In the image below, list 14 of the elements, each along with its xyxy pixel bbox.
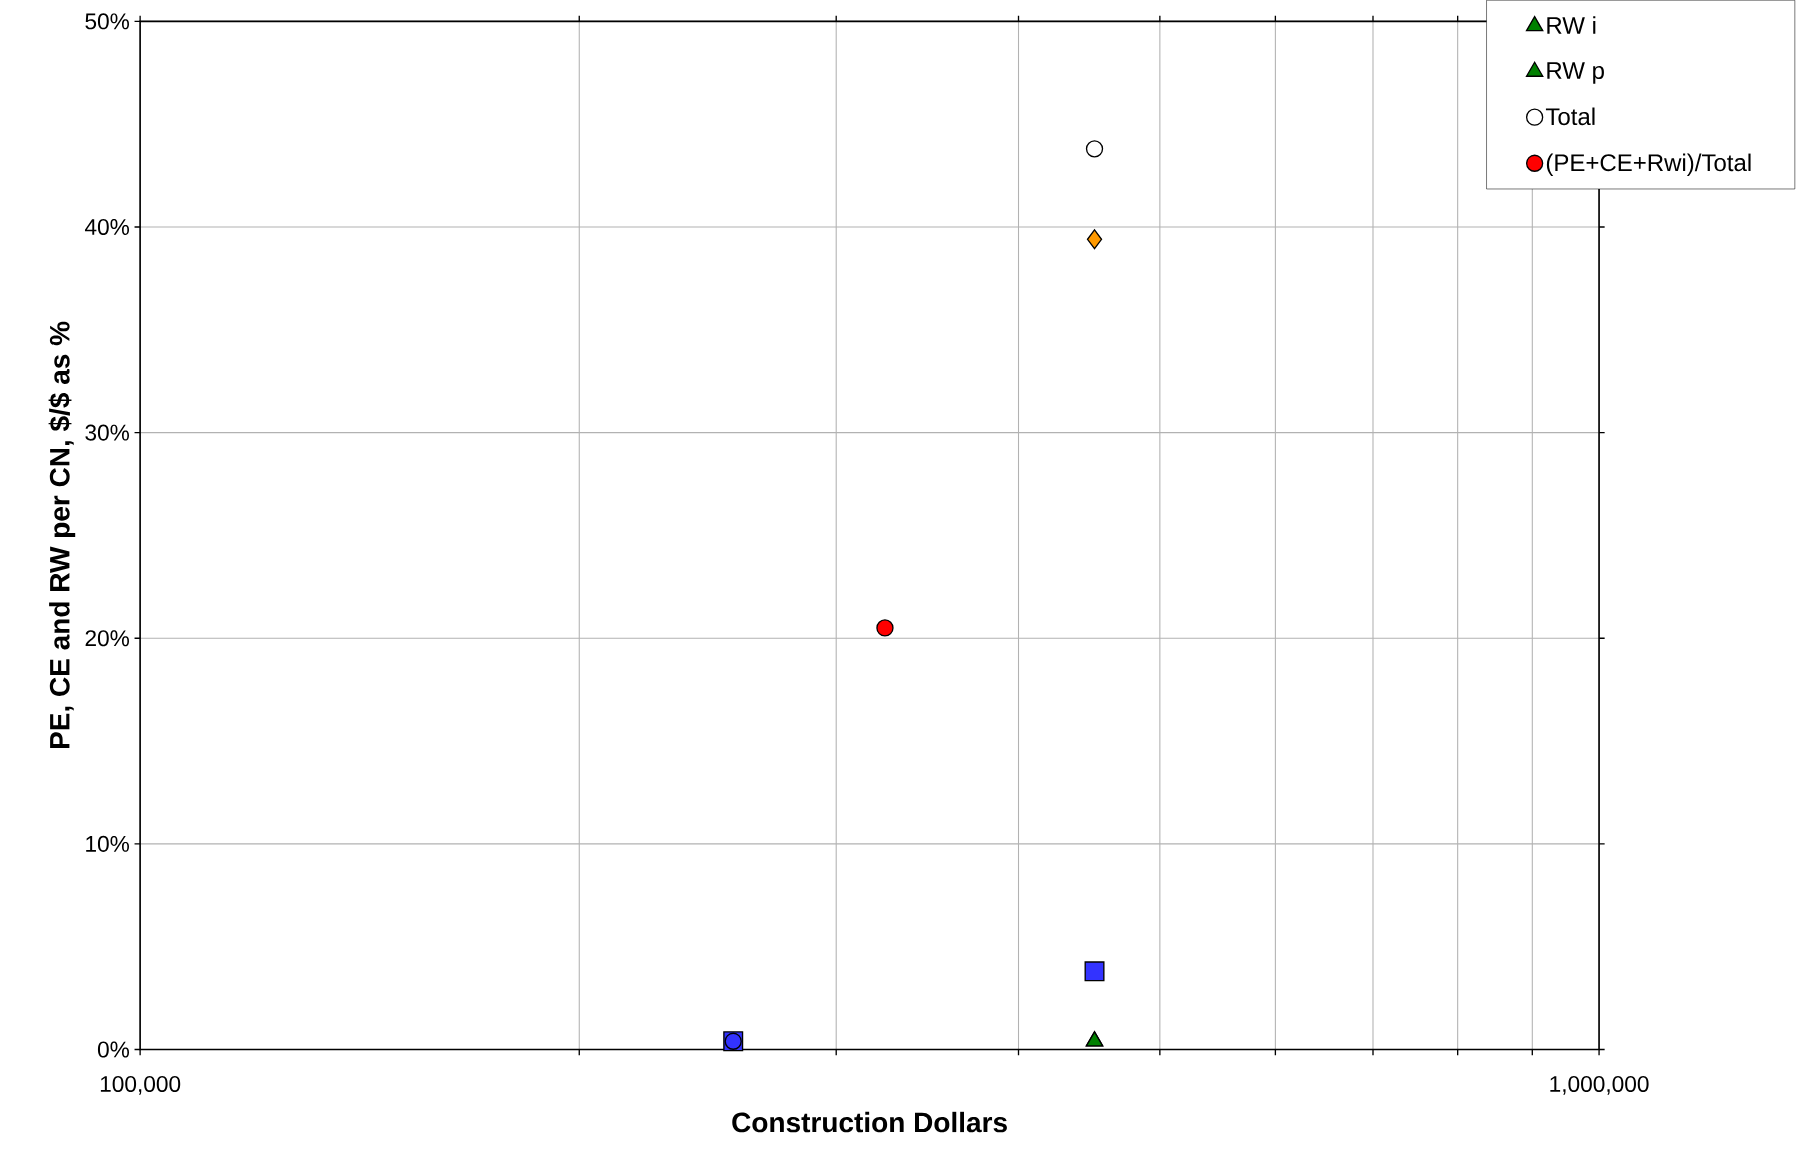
y-tick-label: 10% [86, 835, 130, 852]
y-tick-label: 50% [85, 13, 130, 30]
legend-label: (PE+CE+Rwi)/Total [1546, 153, 1751, 177]
legend-label: RW p [1547, 62, 1604, 84]
legend-label: RW i [1547, 16, 1596, 34]
y-tick-label: 40% [84, 219, 130, 236]
x-tick-label: 100,000 [100, 1075, 181, 1095]
y-tick-label: 20% [85, 630, 130, 647]
x-axis-title: Construction Dollars [732, 1111, 1007, 1133]
y-tick-label: 0% [97, 1041, 130, 1058]
x-tick-label: 1,000,000 [1550, 1075, 1649, 1095]
y-tick-label: 30% [85, 424, 130, 441]
legend-label: Total [1545, 107, 1595, 126]
y-axis-title: PE, CE and RW per CN, $/$ as % [48, 321, 76, 749]
